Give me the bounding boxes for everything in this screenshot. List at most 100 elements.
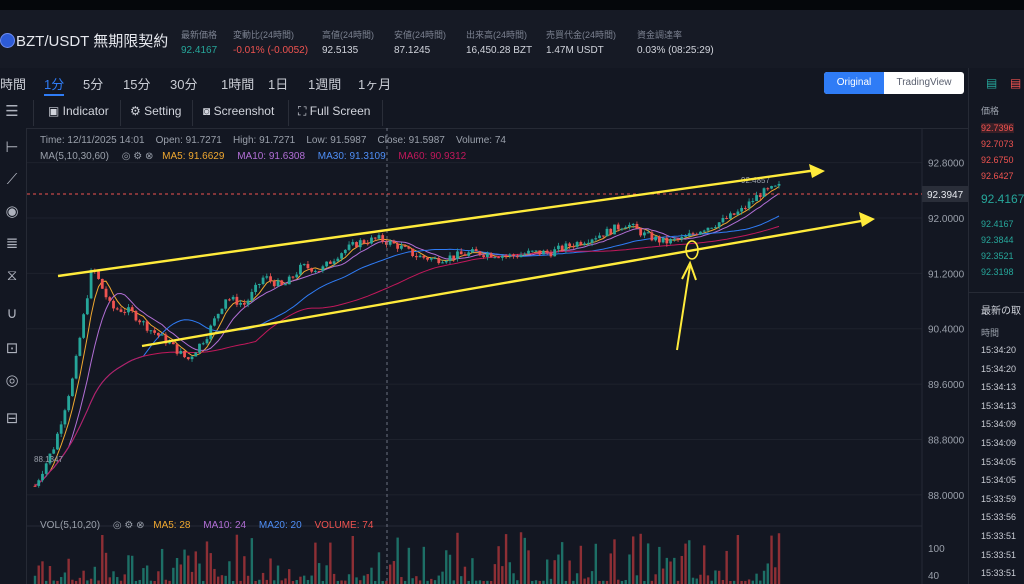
orderbook-layout-icon[interactable]: ▤ [986, 76, 998, 90]
volume-bar [52, 580, 55, 584]
candle-body [156, 332, 160, 336]
candle-body [321, 266, 325, 271]
lock-icon[interactable]: ⊡ [5, 340, 19, 357]
candle-body [762, 188, 766, 197]
stat-label: 変動比(24時間) [233, 30, 295, 40]
vol-ma5-value: MA5: 28 [153, 520, 191, 531]
volume-bar [202, 580, 205, 584]
candle-body [717, 222, 721, 228]
candle-body [706, 227, 710, 231]
volume-bar [661, 568, 665, 584]
timeframe-tab[interactable]: 1週間 [308, 77, 342, 92]
candle-volume: Volume: 74 [455, 135, 506, 146]
candle-body [743, 207, 747, 209]
candle-body [639, 228, 643, 236]
candle-body [616, 224, 620, 230]
timeframe-tab[interactable]: 30分 [170, 77, 198, 92]
timeframe-tab[interactable]: 1時間 [221, 77, 255, 92]
candle-body [691, 233, 695, 235]
volume-bar [258, 579, 261, 584]
trash-icon[interactable]: ⊟ [5, 410, 19, 427]
candle-body [560, 245, 564, 251]
candle-body [448, 255, 452, 262]
volume-bar [299, 576, 302, 584]
timeframe-tab[interactable]: 1ヶ月 [358, 77, 392, 92]
setting-button[interactable]: ⚙ Setting [130, 104, 181, 118]
volume-bar [695, 578, 698, 584]
fullscreen-button[interactable]: ⛶ Full Screen [298, 104, 370, 119]
hide-eye-icon[interactable]: ◎ ⚙ ⊗ [121, 151, 154, 162]
stat-value: 0.03% (08:25:29) [637, 45, 714, 56]
ma60-line [34, 225, 780, 487]
volume-bar [119, 580, 123, 584]
candle-body [175, 344, 179, 354]
timeframe-tab[interactable]: 1分 [44, 74, 65, 96]
trend-line-icon[interactable]: ⟋ [6, 171, 18, 188]
volume-bar [609, 553, 612, 584]
view-tradingview-button[interactable]: TradingView [896, 77, 952, 88]
stat-value: 92.4167 [181, 45, 218, 56]
candle-body [657, 236, 661, 243]
volume-eye-icon[interactable]: ◎ ⚙ ⊗ [112, 520, 145, 531]
circle-icon[interactable]: ◉ [5, 203, 19, 220]
volume-bar [418, 580, 422, 584]
candle-body [130, 307, 134, 312]
stat-label: 安値(24時間) [394, 30, 447, 40]
volume-bar [344, 580, 347, 584]
volume-bar [564, 580, 568, 584]
candle-body [530, 250, 534, 252]
candle-body [444, 261, 448, 263]
volume-bar [471, 558, 474, 584]
volume-bar [67, 558, 70, 584]
volume-bar [101, 535, 104, 584]
trade-time: 15:34:05 [981, 475, 1017, 486]
candle-body [740, 207, 744, 212]
candle-body [538, 250, 542, 255]
orderbook-asks-icon[interactable]: ▤ [1010, 76, 1022, 90]
fibonacci-icon[interactable]: ≣ [5, 235, 19, 252]
timeframe-tab[interactable]: 時間 [0, 77, 27, 92]
view-original-button[interactable]: Original [824, 72, 884, 94]
candle-body [598, 235, 601, 239]
horizontal-line-icon[interactable]: ⊢ [5, 139, 19, 156]
volume-bar [59, 577, 63, 584]
volume-bar [273, 580, 276, 584]
vol-ma20-value: MA20: 20 [258, 520, 302, 531]
price-chart[interactable]: 92.8000 92.0000 91.2000 90.4000 89.6000 88.80… [27, 128, 968, 584]
candle-body [635, 223, 639, 229]
menu-icon[interactable]: ☰ [5, 103, 19, 120]
volume-bar [482, 580, 485, 584]
candle-body [269, 276, 272, 281]
candle-body [579, 242, 583, 245]
volume-bar [269, 558, 272, 584]
candle-body [399, 245, 403, 249]
candle-body [564, 243, 568, 251]
pattern-icon[interactable]: ⧖ [6, 267, 18, 284]
eye-icon[interactable]: ◎ [5, 372, 19, 389]
ma-legend: MA(5,10,30,60) ◎ ⚙ ⊗ MA5: 91.6629 MA10: … [40, 151, 466, 162]
volume-bar [441, 571, 444, 584]
candle-body [145, 321, 149, 331]
candle-body [228, 299, 231, 301]
timeframe-tab[interactable]: 1日 [268, 77, 289, 92]
volume-bar [523, 537, 526, 584]
screenshot-button[interactable]: ◙ Screenshot [203, 104, 274, 118]
candle-body [186, 357, 190, 360]
magnet-icon[interactable]: ∪ [6, 305, 18, 322]
candle-body [302, 264, 306, 266]
timeframe-tab[interactable]: 5分 [83, 77, 104, 92]
volume-bar [63, 572, 67, 584]
candle-body [695, 233, 699, 235]
timeframe-tab[interactable]: 15分 [123, 77, 151, 92]
trade-time: 15:33:51 [981, 531, 1017, 541]
volume-bar [688, 540, 691, 584]
candle-body [414, 256, 418, 258]
volume-bar [33, 575, 37, 584]
candle-body [758, 195, 762, 197]
indicator-button[interactable]: ▣ Indicator [48, 104, 109, 118]
volume-bar [759, 580, 762, 584]
view-switch: Original TradingView [824, 72, 964, 94]
volume-bar [587, 577, 590, 584]
pair-title[interactable]: BZT/USDT 無期限契約 [16, 33, 169, 50]
candle-body [108, 297, 112, 301]
